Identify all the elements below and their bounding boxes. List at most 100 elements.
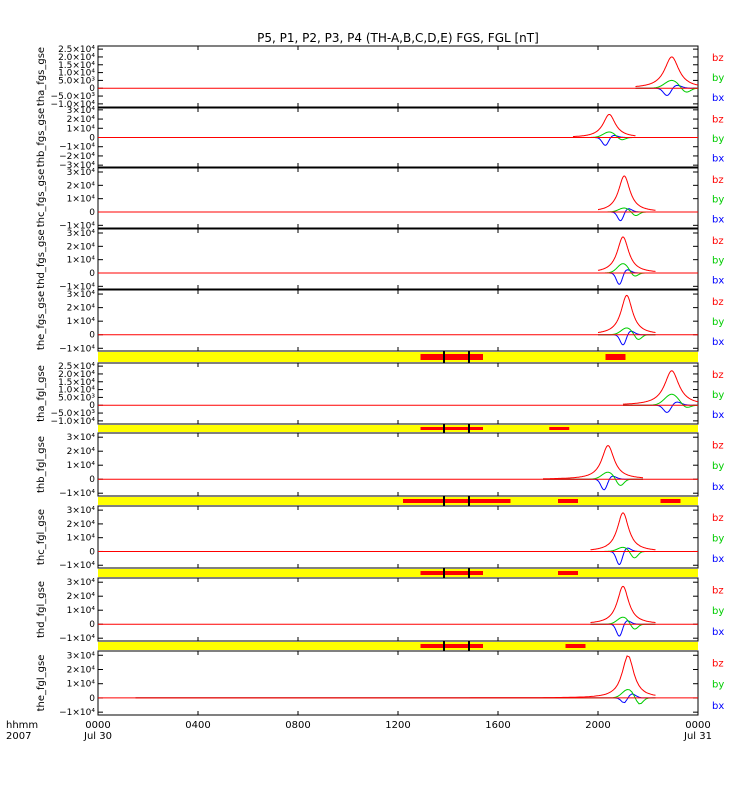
legend-bz: bz	[712, 175, 724, 186]
panel-frame	[97, 650, 699, 716]
y-axis-label: the_fgl_gse	[36, 655, 47, 712]
y-tick-label: 3×10⁴	[67, 168, 96, 178]
x-date-label-start: Jul 30	[83, 731, 112, 742]
series-bx	[590, 620, 656, 637]
legend-bz: bz	[712, 513, 724, 524]
status-bar-event	[420, 644, 483, 648]
legend-bx: bx	[712, 701, 724, 712]
y-tick-label: 1.5×10⁴	[58, 378, 95, 388]
series-bx	[598, 330, 656, 346]
status-bar-event	[660, 499, 681, 503]
panel-thd_fgl_gse: 3×10⁴ 2×10⁴ 1×10⁴ 0 −1×10⁴ thd_fgl_gse bz by bx	[36, 577, 724, 644]
panel-frame	[97, 167, 699, 229]
legend-by: by	[712, 461, 724, 472]
series-bx	[598, 269, 656, 285]
legend-by: by	[712, 534, 724, 545]
legend-bx: bx	[712, 554, 724, 565]
status-bar-marker	[443, 496, 445, 506]
y-tick-label: 1×10⁴	[67, 195, 96, 205]
y-axis-label: thd_fgs_gse	[36, 229, 47, 288]
y-tick-label: 2×10⁴	[67, 181, 96, 191]
y-tick-label: 0	[89, 134, 95, 144]
legend-bz: bz	[712, 370, 724, 381]
y-tick-label: 2.0×10⁴	[58, 53, 95, 63]
status-bar-marker	[443, 351, 445, 363]
y-axis-label: tha_fgl_gse	[36, 365, 47, 422]
series-bz	[598, 294, 656, 333]
status-bar-event	[565, 644, 586, 648]
panel-frame	[97, 289, 699, 352]
y-tick-label: −1×10⁴	[59, 489, 95, 499]
legend-by: by	[712, 606, 724, 617]
y-axis-label: thd_fgl_gse	[36, 581, 47, 638]
y-tick-label: 2.5×10⁴	[58, 362, 95, 372]
status-bar	[98, 568, 698, 578]
legend-bx: bx	[712, 627, 724, 638]
y-tick-label: −1.0×10⁴	[51, 417, 96, 427]
legend-by: by	[712, 680, 724, 691]
y-tick-label: −5.0×10³	[51, 409, 96, 419]
series-bx	[598, 208, 656, 222]
legend-bx: bx	[712, 337, 724, 348]
y-tick-label: 0	[89, 620, 95, 630]
y-tick-label: 2×10⁴	[67, 520, 96, 530]
y-tick-label: 3×10⁴	[67, 506, 96, 516]
x-tick-label: 1200	[385, 720, 410, 731]
panel-the_fgl_gse: 3×10⁴ 2×10⁴ 1×10⁴ 0 −1×10⁴ the_fgl_gse bz by bx	[36, 650, 724, 718]
status-bar-event	[558, 571, 578, 575]
y-tick-label: 0	[89, 269, 95, 279]
legend-bz: bz	[712, 440, 724, 451]
status-bar-event	[549, 427, 570, 430]
y-tick-label: −1×10⁴	[59, 561, 95, 571]
y-tick-label: 1×10⁴	[67, 680, 96, 690]
legend-bz: bz	[712, 585, 724, 596]
x-tick-label: 0000	[685, 720, 710, 731]
legend-bz: bz	[712, 659, 724, 670]
y-axis-label: tha_fgs_gse	[36, 47, 47, 106]
y-axis-label: thb_fgs_gse	[36, 108, 47, 167]
y-tick-label: −1×10⁴	[59, 143, 95, 153]
legend-by: by	[712, 73, 724, 84]
panel-thd_fgs_gse: 3×10⁴ 2×10⁴ 1×10⁴ 0 −1×10⁴ thd_fgs_gse bz by bx	[36, 228, 724, 292]
x-axis-label-hhmm: hhmm	[6, 720, 38, 731]
panel-tha_fgl_gse: 2.5×10⁴2.0×10⁴1.5×10⁴1.0×10⁴5.0×10³0−5.0…	[36, 362, 724, 427]
legend-by: by	[712, 134, 724, 145]
y-tick-label: 1×10⁴	[67, 606, 96, 616]
y-tick-label: −1×10⁴	[59, 282, 95, 292]
status-bar	[98, 496, 698, 506]
status-bar-good	[98, 569, 698, 577]
status-bar-marker	[468, 568, 470, 578]
legend-bx: bx	[712, 482, 724, 493]
y-tick-label: −1×10⁴	[59, 708, 95, 718]
y-tick-label: 2.0×10⁴	[58, 370, 95, 380]
legend-by: by	[712, 195, 724, 206]
y-tick-label: 3×10⁴	[67, 290, 96, 300]
panel-tha_fgs_gse: 2.5×10⁴2.0×10⁴1.5×10⁴1.0×10⁴5.0×10³0−5.0…	[36, 45, 724, 110]
status-bar-marker	[443, 568, 445, 578]
status-bar-event	[420, 354, 483, 360]
legend-bz: bz	[712, 115, 724, 126]
status-bar-marker	[468, 424, 470, 433]
legend-by: by	[712, 317, 724, 328]
panel-frame	[97, 362, 699, 425]
x-tick-label: 0800	[285, 720, 310, 731]
y-tick-label: 2×10⁴	[67, 304, 96, 314]
panel-thb_fgl_gse: 3×10⁴ 2×10⁴ 1×10⁴ 0 −1×10⁴ thb_fgl_gse bz by bx	[36, 432, 724, 499]
y-tick-label: −1×10⁴	[59, 344, 95, 354]
y-tick-label: 1×10⁴	[67, 256, 96, 266]
legend-bx: bx	[712, 93, 724, 104]
figure-title: P5, P1, P2, P3, P4 (TH-A,B,C,D,E) FGS, F…	[257, 31, 539, 45]
y-tick-label: 0	[89, 401, 95, 411]
series-bx	[573, 135, 636, 146]
y-tick-label: 0	[89, 84, 95, 94]
x-axis-label-year: 2007	[6, 731, 31, 742]
status-bar-marker	[468, 496, 470, 506]
legend-bx: bx	[712, 275, 724, 286]
series-bz	[543, 445, 643, 480]
status-bar	[98, 641, 698, 651]
series-bz	[590, 512, 656, 551]
legend-bz: bz	[712, 236, 724, 247]
legend-bx: bx	[712, 154, 724, 165]
y-tick-label: 2×10⁴	[67, 115, 96, 125]
